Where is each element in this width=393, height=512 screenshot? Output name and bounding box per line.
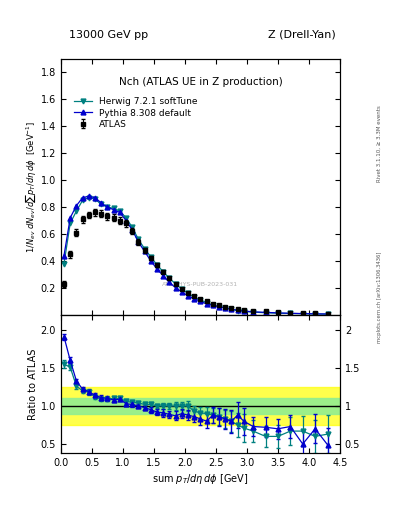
Herwig 7.2.1 softTune [62,261,66,267]
Herwig 7.2.1 softTune [68,220,73,226]
Herwig 7.2.1 softTune [161,269,165,275]
Herwig 7.2.1 softTune [217,304,221,310]
Herwig 7.2.1 softTune [192,294,196,301]
Herwig 7.2.1 softTune [80,197,85,203]
Bar [61,387,340,425]
Pythia 8.308 default [62,252,66,259]
Pythia 8.308 default [130,227,134,233]
Herwig 7.2.1 softTune [313,311,318,317]
Text: Nch (ATLAS UE in Z production): Nch (ATLAS UE in Z production) [119,77,282,87]
Line: Pythia 8.308 default: Pythia 8.308 default [62,194,330,316]
Pythia 8.308 default [251,309,255,315]
Pythia 8.308 default [263,309,268,315]
Pythia 8.308 default [313,311,318,317]
Pythia 8.308 default [161,273,165,279]
Herwig 7.2.1 softTune [99,201,104,207]
Text: Z (Drell-Yan): Z (Drell-Yan) [268,30,336,40]
Herwig 7.2.1 softTune [93,196,97,202]
Pythia 8.308 default [93,195,97,201]
Pythia 8.308 default [288,310,293,316]
Pythia 8.308 default [74,203,79,209]
Pythia 8.308 default [275,310,280,316]
Herwig 7.2.1 softTune [198,297,203,303]
Herwig 7.2.1 softTune [118,208,122,214]
Herwig 7.2.1 softTune [74,208,79,214]
Pythia 8.308 default [118,209,122,216]
X-axis label: sum $p_T/d\eta\,d\phi$ [GeV]: sum $p_T/d\eta\,d\phi$ [GeV] [152,472,249,486]
Herwig 7.2.1 softTune [211,302,215,308]
Legend: Herwig 7.2.1 softTune, Pythia 8.308 default, ATLAS: Herwig 7.2.1 softTune, Pythia 8.308 defa… [71,94,200,132]
Herwig 7.2.1 softTune [223,305,228,311]
Pythia 8.308 default [142,248,147,254]
Herwig 7.2.1 softTune [300,311,305,317]
Pythia 8.308 default [235,307,240,313]
Herwig 7.2.1 softTune [229,306,234,312]
Herwig 7.2.1 softTune [185,290,190,296]
Pythia 8.308 default [325,311,330,317]
Herwig 7.2.1 softTune [149,254,153,260]
Pythia 8.308 default [217,304,221,310]
Pythia 8.308 default [99,200,104,206]
Text: Rivet 3.1.10, ≥ 3.3M events: Rivet 3.1.10, ≥ 3.3M events [377,105,382,182]
Herwig 7.2.1 softTune [130,224,134,230]
Line: Herwig 7.2.1 softTune: Herwig 7.2.1 softTune [62,195,330,316]
Herwig 7.2.1 softTune [251,309,255,315]
Pythia 8.308 default [204,301,209,307]
Herwig 7.2.1 softTune [241,308,246,314]
Herwig 7.2.1 softTune [180,286,184,292]
Herwig 7.2.1 softTune [275,310,280,316]
Pythia 8.308 default [86,193,91,199]
Pythia 8.308 default [180,289,184,295]
Herwig 7.2.1 softTune [136,237,141,243]
Herwig 7.2.1 softTune [167,275,172,282]
Y-axis label: Ratio to ATLAS: Ratio to ATLAS [28,348,38,420]
Text: 13000 GeV pp: 13000 GeV pp [69,30,148,40]
Pythia 8.308 default [111,207,116,213]
Pythia 8.308 default [300,310,305,316]
Herwig 7.2.1 softTune [124,215,129,221]
Herwig 7.2.1 softTune [288,310,293,316]
Pythia 8.308 default [68,215,73,221]
Pythia 8.308 default [229,306,234,312]
Text: mcplots.cern.ch [arXiv:1306.3436]: mcplots.cern.ch [arXiv:1306.3436] [377,251,382,343]
Pythia 8.308 default [173,285,178,291]
Pythia 8.308 default [105,204,110,210]
Pythia 8.308 default [241,308,246,314]
Pythia 8.308 default [198,298,203,305]
Y-axis label: $1/N_{ev}$ $dN_{ev}/d\!\sum p_T/d\eta\,d\phi$  [GeV$^{-1}$]: $1/N_{ev}$ $dN_{ev}/d\!\sum p_T/d\eta\,d… [24,121,38,253]
Herwig 7.2.1 softTune [142,246,147,252]
Pythia 8.308 default [80,195,85,201]
Pythia 8.308 default [155,266,160,272]
Pythia 8.308 default [124,218,129,224]
Herwig 7.2.1 softTune [155,262,160,268]
Pythia 8.308 default [167,280,172,286]
Text: ATL-PHYS-PUB-2023-031: ATL-PHYS-PUB-2023-031 [162,282,239,287]
Pythia 8.308 default [223,305,228,311]
Herwig 7.2.1 softTune [173,281,178,287]
Pythia 8.308 default [149,258,153,264]
Herwig 7.2.1 softTune [235,308,240,314]
Pythia 8.308 default [136,239,141,245]
Pythia 8.308 default [192,295,196,302]
Herwig 7.2.1 softTune [325,311,330,317]
Bar [61,398,340,414]
Pythia 8.308 default [211,302,215,308]
Herwig 7.2.1 softTune [86,195,91,201]
Herwig 7.2.1 softTune [105,204,110,210]
Pythia 8.308 default [185,293,190,299]
Herwig 7.2.1 softTune [204,300,209,306]
Herwig 7.2.1 softTune [263,310,268,316]
Herwig 7.2.1 softTune [111,205,116,211]
